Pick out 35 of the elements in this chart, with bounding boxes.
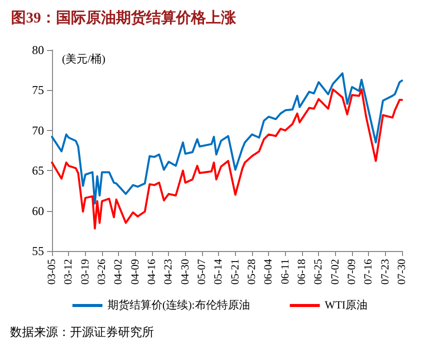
x-tick-label: 04-23 bbox=[162, 258, 175, 285]
x-tick-label: 06-04 bbox=[262, 258, 275, 285]
x-tick-label: 04-02 bbox=[112, 259, 125, 285]
y-axis-title: (美元/桶) bbox=[62, 52, 106, 66]
y-tick-label: 75 bbox=[32, 83, 44, 98]
x-tick-label: 05-21 bbox=[229, 259, 242, 285]
x-tick-label: 07-23 bbox=[379, 258, 392, 285]
x-tick-label: 03-26 bbox=[96, 258, 108, 285]
legend-label: WTI原油 bbox=[324, 298, 368, 312]
x-tick-label: 04-16 bbox=[146, 258, 158, 285]
x-tick-label: 07-09 bbox=[346, 258, 358, 285]
y-tick-label: 70 bbox=[32, 123, 44, 138]
line-series bbox=[51, 88, 403, 230]
x-tick-label: 04-30 bbox=[179, 258, 192, 285]
y-tick-label: 65 bbox=[32, 164, 44, 178]
x-tick-label: 07-16 bbox=[362, 258, 375, 285]
x-tick-label: 03-19 bbox=[79, 258, 92, 285]
legend-label: 期货结算价(连续):布伦特原油 bbox=[107, 298, 250, 312]
x-tick-label: 05-28 bbox=[246, 258, 258, 285]
x-tick-label: 04-09 bbox=[129, 258, 142, 285]
chart-title: 图39：国际原油期货结算价格上涨 bbox=[11, 10, 237, 26]
x-tick-label: 06-18 bbox=[296, 258, 308, 285]
x-tick-label: 05-14 bbox=[212, 258, 225, 285]
x-tick-label: 06-11 bbox=[279, 259, 292, 284]
source-note: 数据来源：开源证券研究所 bbox=[10, 325, 154, 339]
x-tick-label: 05-07 bbox=[196, 258, 208, 285]
x-tick-label: 07-30 bbox=[396, 258, 408, 285]
x-tick-label: 06-25 bbox=[312, 258, 325, 285]
y-tick-label: 80 bbox=[32, 43, 44, 57]
y-tick-label: 55 bbox=[32, 244, 44, 258]
x-tick-label: 07-02 bbox=[329, 259, 342, 285]
line-series bbox=[51, 72, 403, 205]
x-tick-label: 03-12 bbox=[62, 259, 75, 285]
x-tick-label: 03-05 bbox=[46, 258, 58, 285]
y-tick-label: 60 bbox=[32, 204, 44, 218]
